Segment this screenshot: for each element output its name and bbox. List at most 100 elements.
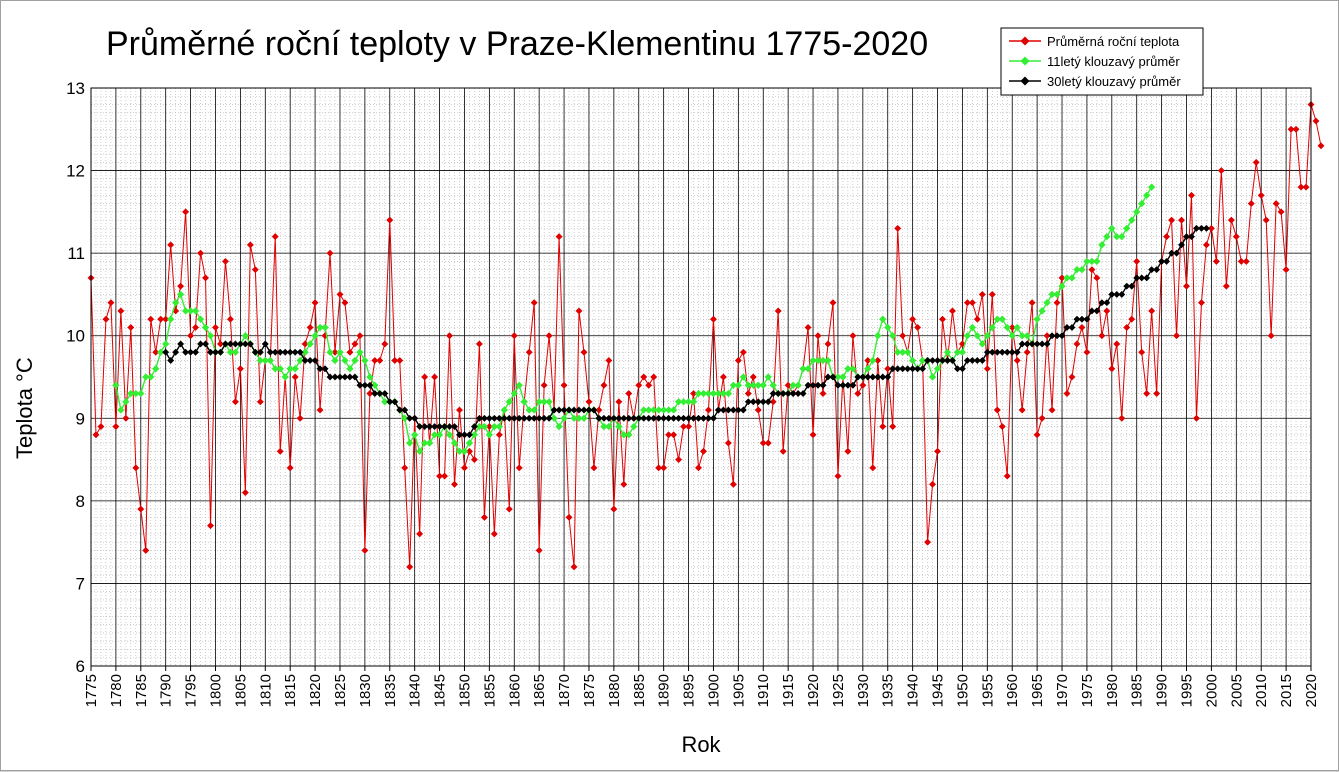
data-point: [1013, 323, 1021, 332]
data-point: [1133, 257, 1141, 265]
data-point: [291, 348, 299, 356]
data-point: [226, 348, 235, 356]
data-point: [445, 332, 454, 340]
data-point: [1018, 406, 1026, 414]
data-point: [381, 398, 389, 406]
data-point: [167, 241, 175, 249]
data-point: [1048, 332, 1056, 340]
data-point: [1242, 257, 1250, 265]
x-tick-label: 1895: [681, 674, 698, 707]
y-tick-label: 12: [66, 162, 85, 181]
data-point: [749, 373, 757, 381]
data-point: [311, 299, 319, 307]
data-point: [660, 464, 668, 472]
data-point: [1192, 224, 1201, 232]
data-point: [416, 530, 424, 538]
data-point: [1222, 282, 1230, 290]
data-point: [1267, 332, 1275, 340]
data-point: [1153, 389, 1161, 398]
data-point: [674, 398, 683, 406]
data-point: [331, 348, 339, 356]
data-point: [620, 414, 628, 422]
data-point: [132, 389, 140, 398]
data-point: [206, 348, 215, 356]
data-point: [1103, 307, 1111, 315]
data-point: [1153, 266, 1161, 274]
data-point: [968, 323, 977, 332]
data-point: [112, 422, 120, 431]
data-point: [918, 356, 927, 365]
data-point: [535, 414, 543, 422]
data-point: [729, 381, 738, 390]
data-point: [948, 307, 957, 315]
data-point: [983, 331, 992, 340]
data-point: [689, 389, 698, 398]
data-point: [590, 406, 598, 414]
data-point: [615, 398, 623, 406]
data-point: [505, 505, 513, 513]
data-point: [161, 340, 170, 348]
data-point: [201, 340, 210, 348]
data-point: [256, 356, 265, 365]
data-point: [1048, 406, 1056, 414]
data-point: [724, 406, 732, 414]
data-point: [515, 464, 523, 472]
data-point: [1068, 323, 1076, 332]
data-point: [147, 373, 155, 381]
data-point: [774, 389, 782, 398]
data-point: [869, 464, 877, 472]
data-point: [943, 348, 952, 356]
x-tick-label: 1960: [1004, 674, 1021, 707]
data-point: [266, 348, 274, 356]
data-point: [894, 365, 902, 373]
data-point: [1048, 290, 1056, 299]
data-point: [680, 414, 688, 422]
data-point: [605, 414, 613, 422]
x-tick-label: 1825: [332, 674, 349, 707]
data-point: [560, 414, 568, 423]
data-point: [889, 422, 897, 431]
data-point: [201, 274, 210, 282]
data-point: [914, 323, 922, 332]
data-point: [301, 340, 309, 348]
data-point: [485, 414, 493, 422]
data-point: [1003, 472, 1011, 480]
x-tick-label: 1970: [1054, 674, 1071, 707]
data-point: [933, 356, 942, 365]
series-3: [162, 224, 1210, 439]
data-point: [366, 389, 374, 398]
data-point: [361, 356, 369, 365]
data-point: [759, 398, 767, 406]
data-point: [814, 381, 822, 389]
data-point: [221, 340, 230, 348]
data-point: [545, 332, 553, 340]
data-point: [963, 299, 971, 307]
data-point: [953, 365, 962, 373]
x-tick-label: 1860: [506, 674, 523, 707]
data-point: [221, 257, 230, 265]
x-tick-label: 2010: [1253, 674, 1270, 707]
data-point: [649, 406, 658, 414]
data-point: [1078, 323, 1086, 332]
data-point: [421, 373, 429, 381]
data-point: [321, 323, 329, 332]
data-point: [326, 373, 334, 381]
data-point: [1028, 340, 1036, 348]
data-point: [1252, 158, 1260, 166]
data-point: [764, 439, 772, 447]
data-point: [236, 365, 244, 373]
data-point: [416, 422, 424, 431]
data-point: [679, 398, 688, 406]
data-point: [789, 389, 797, 398]
data-point: [341, 373, 349, 381]
data-point: [1033, 340, 1041, 348]
data-point: [475, 422, 484, 431]
data-point: [1118, 414, 1126, 422]
data-point: [874, 373, 882, 381]
data-point: [460, 464, 469, 472]
data-point: [1098, 299, 1106, 307]
data-point: [440, 422, 449, 431]
data-point: [1028, 299, 1036, 307]
data-point: [928, 373, 937, 381]
data-point: [251, 348, 259, 356]
